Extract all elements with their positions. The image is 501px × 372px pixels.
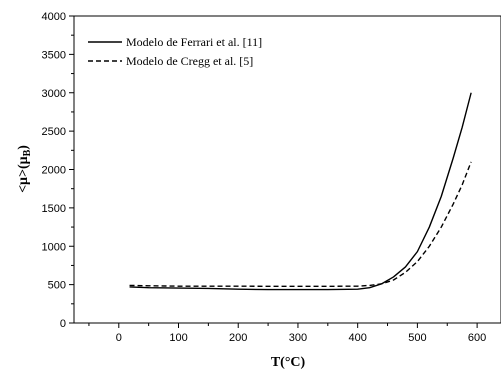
y-tick-label: 3000 [42, 88, 66, 100]
y-axis-title: <μ>(μB) [16, 145, 33, 193]
legend: Modelo de Ferrari et al. [11] Modelo de … [88, 35, 262, 68]
series-line-cregg [129, 161, 472, 288]
x-tick-label: 0 [116, 332, 122, 344]
series-group [129, 92, 472, 291]
legend-label-cregg: Modelo de Cregg et al. [5] [126, 54, 253, 68]
x-tick-label: 500 [408, 332, 426, 344]
legend-label-ferrari: Modelo de Ferrari et al. [11] [126, 35, 262, 49]
y-tick-label: 3500 [42, 49, 66, 61]
y-tick-label: 2500 [42, 126, 66, 138]
y-tick-label: 500 [48, 280, 66, 292]
x-tick-label: 100 [169, 332, 187, 344]
x-tick-label: 200 [229, 332, 247, 344]
x-tick-label: 300 [289, 332, 307, 344]
y-tick-label: 2000 [42, 165, 66, 177]
y-tick-label: 4000 [42, 11, 66, 23]
x-tick-label: 600 [468, 332, 486, 344]
y-tick-label: 0 [60, 318, 66, 330]
x-axis-ticks: 0 100 200 300 400 500 600 [88, 323, 486, 344]
series-line-ferrari [129, 92, 472, 291]
y-axis-ticks: 0 500 1000 1500 2000 2500 3000 3500 4000 [42, 11, 74, 330]
x-tick-label: 400 [348, 332, 366, 344]
y-tick-label: 1500 [42, 203, 66, 215]
y-tick-label: 1000 [42, 241, 66, 253]
x-axis-title: T(°C) [271, 355, 306, 370]
